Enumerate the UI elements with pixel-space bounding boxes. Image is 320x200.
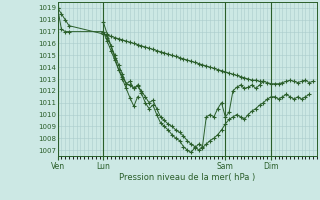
- X-axis label: Pression niveau de la mer( hPa ): Pression niveau de la mer( hPa ): [119, 173, 255, 182]
